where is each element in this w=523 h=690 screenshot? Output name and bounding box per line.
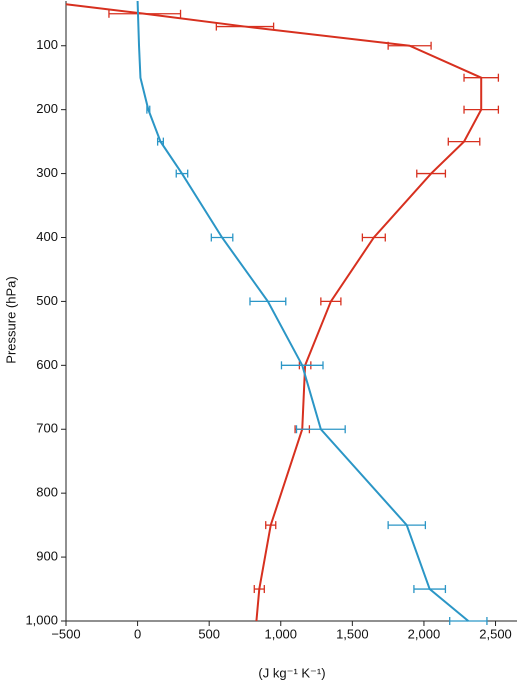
x-tick-label: 2,000 xyxy=(408,626,441,641)
y-tick-label: 900 xyxy=(36,549,58,564)
y-axis-label: Pressure (hPa) xyxy=(3,276,18,363)
y-tick-label: 400 xyxy=(36,229,58,244)
y-tick-label: 200 xyxy=(36,101,58,116)
x-tick-label: 500 xyxy=(198,626,220,641)
x-axis-label: (J kg⁻¹ K⁻¹) xyxy=(258,665,325,680)
x-tick-label: 2,500 xyxy=(479,626,512,641)
x-tick-label: −500 xyxy=(51,626,80,641)
series-line xyxy=(136,0,469,622)
y-tick-label: 500 xyxy=(36,293,58,308)
x-tick-label: 1,000 xyxy=(264,626,297,641)
y-tick-label: 700 xyxy=(36,421,58,436)
y-tick-label: 1,000 xyxy=(25,612,58,627)
y-tick-label: 100 xyxy=(36,37,58,52)
y-tick-label: 600 xyxy=(36,357,58,372)
series-line xyxy=(65,3,483,622)
y-tick-label: 800 xyxy=(36,485,58,500)
x-tick-label: 0 xyxy=(134,626,141,641)
x-tick-label: 1,500 xyxy=(336,626,369,641)
y-tick-label: 300 xyxy=(36,165,58,180)
